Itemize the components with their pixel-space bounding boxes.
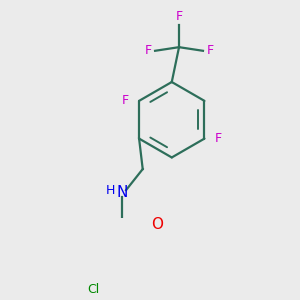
Text: F: F <box>214 132 222 145</box>
Text: F: F <box>207 44 214 57</box>
Text: F: F <box>176 10 183 23</box>
Text: O: O <box>152 217 164 232</box>
Text: H: H <box>106 184 116 196</box>
Text: N: N <box>117 185 128 200</box>
Text: F: F <box>144 44 152 57</box>
Text: Cl: Cl <box>87 283 100 296</box>
Text: F: F <box>122 94 129 107</box>
